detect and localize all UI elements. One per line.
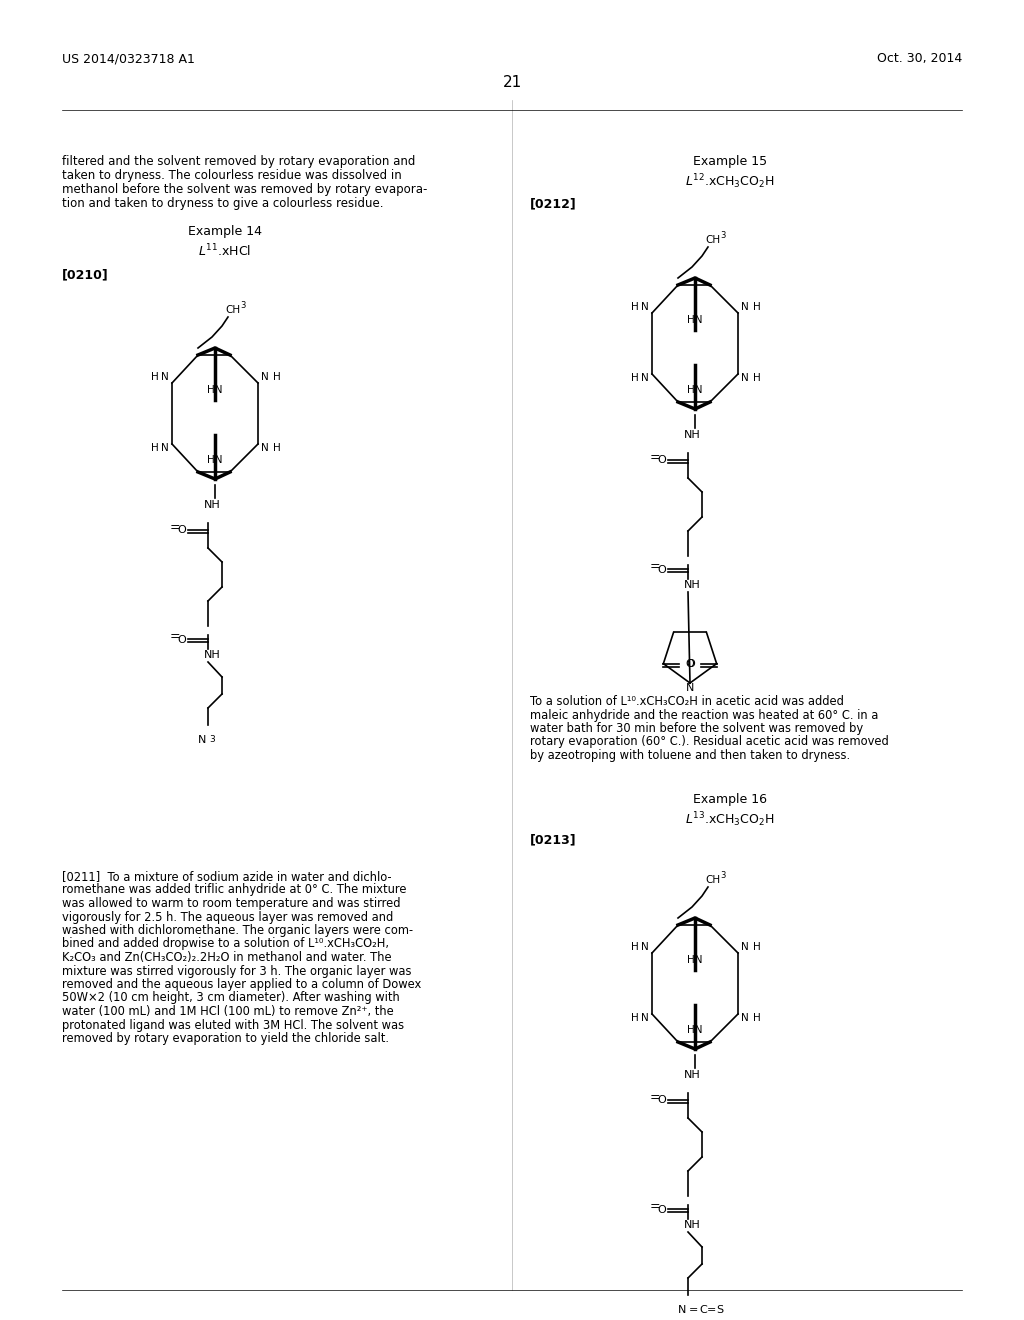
Text: =: = [649,451,660,465]
Text: O: O [657,565,667,576]
Text: 3: 3 [720,871,725,880]
Text: NH: NH [684,1220,700,1230]
Text: removed by rotary evaporation to yield the chloride salt.: removed by rotary evaporation to yield t… [62,1032,389,1045]
Text: $L^{13}$.xCH$_3$CO$_2$H: $L^{13}$.xCH$_3$CO$_2$H [685,810,775,829]
Text: NH: NH [684,430,700,440]
Text: 3: 3 [240,301,246,310]
Text: H: H [753,942,761,952]
Text: O: O [177,635,186,645]
Text: romethane was added triflic anhydride at 0° C. The mixture: romethane was added triflic anhydride at… [62,883,407,896]
Text: H: H [273,444,281,453]
Text: removed and the aqueous layer applied to a column of Dowex: removed and the aqueous layer applied to… [62,978,421,991]
Text: vigorously for 2.5 h. The aqueous layer was removed and: vigorously for 2.5 h. The aqueous layer … [62,911,393,924]
Text: NH: NH [204,649,220,660]
Text: Example 14: Example 14 [188,224,262,238]
Text: US 2014/0323718 A1: US 2014/0323718 A1 [62,51,195,65]
Text: 50W×2 (10 cm height, 3 cm diameter). After washing with: 50W×2 (10 cm height, 3 cm diameter). Aft… [62,991,399,1005]
Text: N: N [678,1305,686,1315]
Text: by azeotroping with toluene and then taken to dryness.: by azeotroping with toluene and then tak… [530,748,850,762]
Text: NH: NH [684,579,700,590]
Text: H: H [273,372,281,381]
Text: H: H [753,1012,761,1023]
Text: maleic anhydride and the reaction was heated at 60° C. in a: maleic anhydride and the reaction was he… [530,709,879,722]
Text: NH: NH [684,1071,700,1080]
Text: N: N [741,1012,749,1023]
Text: K₂CO₃ and Zn(CH₃CO₂)₂.2H₂O in methanol and water. The: K₂CO₃ and Zn(CH₃CO₂)₂.2H₂O in methanol a… [62,950,391,964]
Text: N: N [741,302,749,312]
Text: O: O [685,659,693,669]
Text: protonated ligand was eluted with 3M HCl. The solvent was: protonated ligand was eluted with 3M HCl… [62,1019,404,1031]
Text: H: H [631,1012,639,1023]
Text: HN: HN [687,315,702,325]
Text: H: H [753,302,761,312]
Text: 3: 3 [209,735,215,744]
Text: Example 15: Example 15 [693,154,767,168]
Text: HN: HN [687,954,702,965]
Text: C: C [699,1305,707,1315]
Text: taken to dryness. The colourless residue was dissolved in: taken to dryness. The colourless residue… [62,169,401,182]
Text: H: H [631,302,639,312]
Text: $L^{12}$.xCH$_3$CO$_2$H: $L^{12}$.xCH$_3$CO$_2$H [685,172,775,190]
Text: N: N [641,374,649,383]
Text: CH: CH [225,305,240,315]
Text: N: N [261,444,269,453]
Text: washed with dichloromethane. The organic layers were com-: washed with dichloromethane. The organic… [62,924,413,937]
Text: N: N [161,444,169,453]
Text: [0213]: [0213] [530,833,577,846]
Text: N: N [741,374,749,383]
Text: =: = [649,1092,660,1105]
Text: H: H [631,374,639,383]
Text: O: O [686,659,695,669]
Text: N: N [686,682,694,693]
Text: mixture was stirred vigorously for 3 h. The organic layer was: mixture was stirred vigorously for 3 h. … [62,965,412,978]
Text: =: = [688,1305,697,1315]
Text: rotary evaporation (60° C.). Residual acetic acid was removed: rotary evaporation (60° C.). Residual ac… [530,735,889,748]
Text: O: O [657,1205,667,1214]
Text: O: O [177,525,186,535]
Text: [0212]: [0212] [530,197,577,210]
Text: Oct. 30, 2014: Oct. 30, 2014 [877,51,962,65]
Text: N: N [641,302,649,312]
Text: H: H [152,372,159,381]
Text: =: = [649,1200,660,1213]
Text: HN: HN [687,1026,702,1035]
Text: tion and taken to dryness to give a colourless residue.: tion and taken to dryness to give a colo… [62,197,384,210]
Text: NH: NH [204,500,220,510]
Text: =: = [708,1305,717,1315]
Text: S: S [717,1305,724,1315]
Text: O: O [657,455,667,465]
Text: H: H [753,374,761,383]
Text: [0211]  To a mixture of sodium azide in water and dichlo-: [0211] To a mixture of sodium azide in w… [62,870,391,883]
Text: CH: CH [705,235,720,246]
Text: methanol before the solvent was removed by rotary evapora-: methanol before the solvent was removed … [62,183,427,195]
Text: water bath for 30 min before the solvent was removed by: water bath for 30 min before the solvent… [530,722,863,735]
Text: 3: 3 [720,231,725,240]
Text: =: = [649,561,660,573]
Text: H: H [152,444,159,453]
Text: HN: HN [687,385,702,395]
Text: 21: 21 [503,75,521,90]
Text: N: N [261,372,269,381]
Text: N: N [161,372,169,381]
Text: N: N [641,942,649,952]
Text: N: N [741,942,749,952]
Text: N: N [641,1012,649,1023]
Text: [0210]: [0210] [62,268,109,281]
Text: filtered and the solvent removed by rotary evaporation and: filtered and the solvent removed by rota… [62,154,416,168]
Text: CH: CH [705,875,720,884]
Text: water (100 mL) and 1M HCl (100 mL) to remove Zn²⁺, the: water (100 mL) and 1M HCl (100 mL) to re… [62,1005,394,1018]
Text: N: N [198,735,206,744]
Text: was allowed to warm to room temperature and was stirred: was allowed to warm to room temperature … [62,898,400,909]
Text: HN: HN [207,455,223,465]
Text: bined and added dropwise to a solution of L¹⁰.xCH₃CO₂H,: bined and added dropwise to a solution o… [62,937,389,950]
Text: HN: HN [207,385,223,395]
Text: To a solution of L¹⁰.xCH₃CO₂H in acetic acid was added: To a solution of L¹⁰.xCH₃CO₂H in acetic … [530,696,844,708]
Text: O: O [657,1096,667,1105]
Text: Example 16: Example 16 [693,793,767,807]
Text: =: = [170,631,180,644]
Text: =: = [170,521,180,535]
Text: $L^{11}$.xHCl: $L^{11}$.xHCl [199,243,252,260]
Text: H: H [631,942,639,952]
